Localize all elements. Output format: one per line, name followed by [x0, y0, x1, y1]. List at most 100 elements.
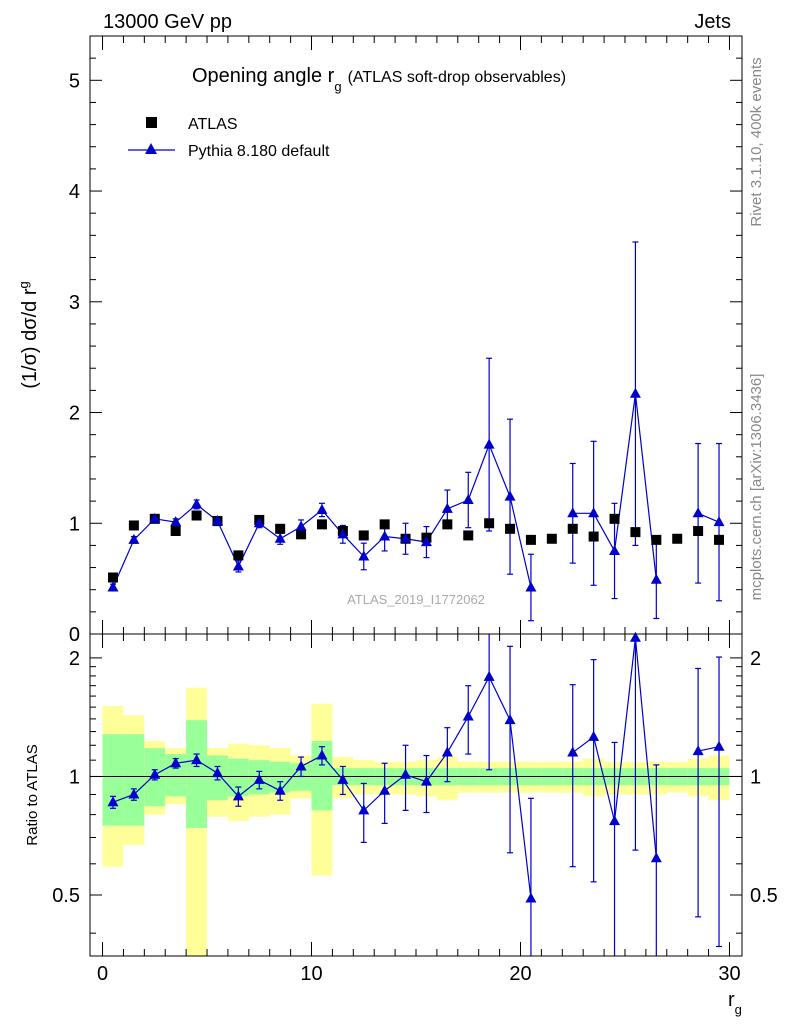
ratio-y-tick-label-right: 0.5	[750, 885, 778, 907]
mc-point	[128, 533, 140, 544]
rivet-info: Rivet 3.1.10, 400k events	[748, 57, 765, 226]
ratio-point	[650, 852, 662, 863]
main-y-tick-label: 0	[69, 624, 80, 646]
mc-point	[588, 507, 600, 518]
atlas-point	[463, 530, 474, 541]
legend: ATLAS Pythia 8.180 default	[128, 116, 330, 160]
mc-point	[337, 528, 349, 539]
ratio-y-tick-label-left: 2	[69, 648, 80, 670]
atlas-point	[693, 526, 704, 537]
atlas-point	[275, 523, 286, 534]
mc-point	[149, 512, 161, 523]
mcplots-credit: mcplots.cern.ch [arXiv:1306.3436]	[748, 374, 765, 601]
legend-atlas-label: ATLAS	[188, 116, 238, 133]
mc-point	[274, 532, 286, 543]
mc-point	[567, 507, 579, 518]
main-y-axis-label: (1/σ) dσ/d rg	[16, 281, 41, 389]
ratio-point	[400, 768, 412, 779]
x-axis-label: rg	[728, 989, 742, 1017]
mc-point	[170, 516, 182, 527]
main-y-tick-label: 1	[69, 513, 80, 535]
energy-label: 13000 GeV pp	[103, 11, 232, 33]
mc-point	[609, 544, 621, 555]
atlas-point	[316, 519, 327, 530]
ratio-y-tick-label-right: 2	[750, 648, 761, 670]
ratio-y-tick-label-left: 1	[69, 766, 80, 788]
ratio-point	[107, 796, 119, 807]
legend-mc-label: Pythia 8.180 default	[188, 143, 330, 160]
atlas-point	[233, 550, 244, 561]
atlas-point	[505, 523, 516, 534]
atlas-point	[379, 519, 390, 530]
atlas-point	[107, 572, 118, 583]
atlas-point	[567, 523, 578, 534]
ratio-point	[274, 784, 286, 795]
ratio-point	[295, 760, 307, 771]
mc-point	[316, 503, 328, 514]
mc-point	[483, 438, 495, 449]
mc-point	[107, 581, 119, 592]
ratio-point	[504, 714, 516, 725]
mc-point	[211, 515, 223, 526]
atlas-point	[651, 534, 662, 545]
ratio-point	[525, 892, 537, 903]
atlas-point	[630, 527, 641, 538]
ratio-point	[170, 757, 182, 768]
main-y-tick-label: 2	[69, 403, 80, 425]
ratio-point	[567, 746, 579, 757]
analysis-watermark: ATLAS_2019_I1772062	[347, 592, 485, 607]
ratio-point	[629, 631, 641, 642]
band-inner	[123, 734, 145, 826]
mc-point	[713, 516, 725, 527]
mc-point	[504, 490, 516, 501]
ratio-point	[483, 670, 495, 681]
ratio-y-axis-label: Ratio to ATLAS	[24, 744, 41, 845]
x-tick-label: 20	[509, 963, 531, 985]
band-inner	[227, 758, 249, 797]
ratio-y-tick-label-left: 0.5	[52, 885, 80, 907]
atlas-point	[714, 534, 725, 545]
x-tick-label: 30	[718, 963, 740, 985]
ratio-point	[128, 788, 140, 799]
ratio-panel: 0.5 0.5 1 1 2 2 0 10 20 30	[52, 631, 778, 985]
mc-point	[295, 520, 307, 531]
mc-point	[420, 536, 432, 547]
main-y-tick-label: 4	[69, 181, 80, 203]
mc-point	[191, 498, 203, 509]
mc-point	[253, 517, 265, 528]
mc-point	[232, 560, 244, 571]
atlas-point	[191, 510, 202, 521]
mc-point	[400, 532, 412, 543]
ratio-point	[337, 773, 349, 784]
mc-point	[650, 573, 662, 584]
ratio-point	[420, 775, 432, 786]
ratio-point	[211, 767, 223, 778]
legend-atlas-marker	[146, 117, 157, 128]
ratio-point	[358, 804, 370, 815]
ratio-point	[588, 730, 600, 741]
atlas-point	[672, 533, 683, 544]
mc-point	[525, 581, 537, 592]
ratio-point	[441, 746, 453, 757]
ratio-point	[462, 710, 474, 721]
x-tick-label: 0	[97, 963, 108, 985]
mc-point	[462, 494, 474, 505]
ratio-point	[191, 754, 203, 765]
ratio-point	[609, 815, 621, 826]
main-panel: 0 1 2 3 4 5	[69, 35, 743, 646]
ratio-point	[379, 784, 391, 795]
atlas-point	[296, 529, 307, 540]
band-inner	[165, 754, 187, 797]
ratio-point	[316, 749, 328, 760]
atlas-point	[525, 534, 536, 545]
mc-point	[379, 530, 391, 541]
main-y-tick-label: 5	[69, 70, 80, 92]
ratio-point	[149, 768, 161, 779]
atlas-point	[358, 530, 369, 541]
mc-point	[441, 502, 453, 513]
atlas-point	[128, 520, 139, 531]
mc-point	[358, 550, 370, 561]
legend-mc-marker	[145, 143, 157, 154]
atlas-point	[442, 519, 453, 530]
